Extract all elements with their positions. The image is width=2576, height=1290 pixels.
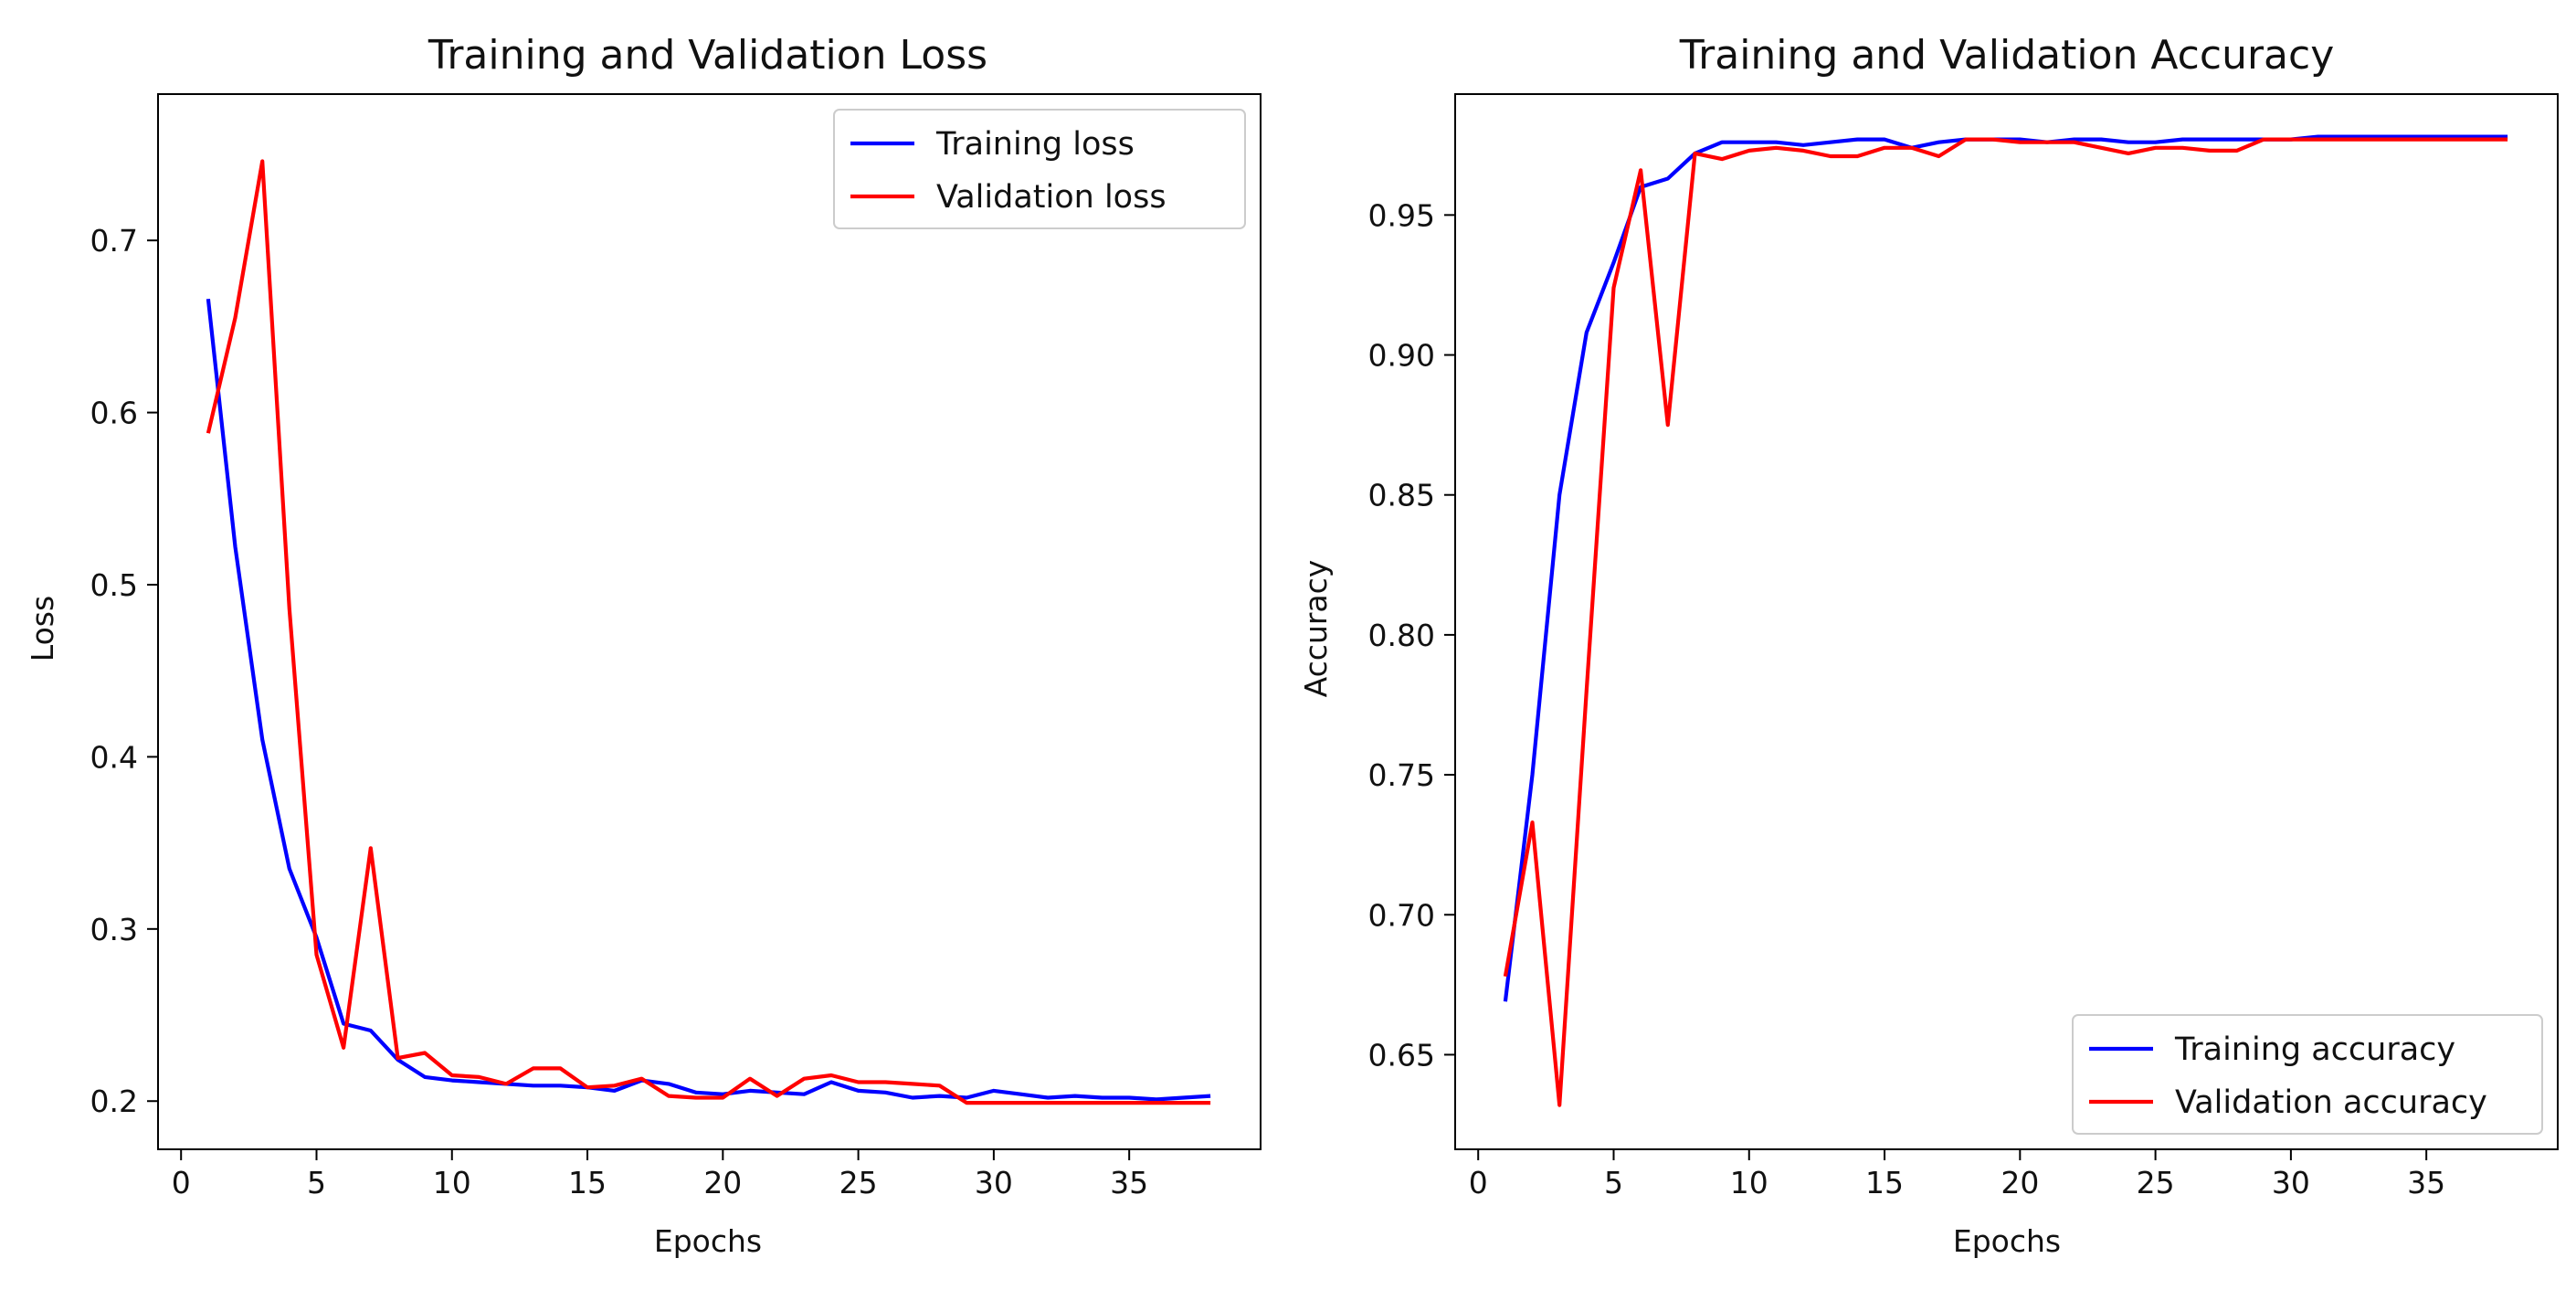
accuracy-x-tick-label: 30 <box>2272 1165 2310 1200</box>
loss-y-tick-label: 0.4 <box>90 739 138 775</box>
accuracy-series-group <box>1503 134 2508 1107</box>
loss-y-tick-label: 0.7 <box>90 223 138 259</box>
accuracy-x-tick-label: 5 <box>1604 1165 1623 1200</box>
loss-x-axis-label: Epochs <box>654 1223 762 1259</box>
accuracy-series-line-validation-accuracy <box>1503 137 2508 1107</box>
loss-chart: Training and Validation Loss Epochs Loss… <box>25 32 1262 1259</box>
accuracy-y-tick-label: 0.85 <box>1368 478 1435 513</box>
accuracy-legend-box <box>2072 1014 2543 1135</box>
accuracy-x-tick-label: 0 <box>1469 1165 1488 1200</box>
accuracy-y-tick-label: 0.70 <box>1368 897 1435 933</box>
loss-y-tick-label: 0.5 <box>90 567 138 603</box>
loss-x-tick-label: 15 <box>568 1165 607 1200</box>
accuracy-x-axis-label: Epochs <box>1953 1223 2061 1259</box>
loss-x-tick-label: 30 <box>975 1165 1013 1200</box>
accuracy-y-tick-label: 0.80 <box>1368 618 1435 653</box>
accuracy-y-tick-label: 0.95 <box>1368 197 1435 233</box>
loss-series-line-validation-loss <box>206 159 1211 1105</box>
loss-legend-box <box>833 109 1246 229</box>
accuracy-y-tick-label: 0.65 <box>1368 1037 1435 1073</box>
loss-x-tick-label: 20 <box>703 1165 742 1200</box>
loss-y-tick-label: 0.3 <box>90 912 138 947</box>
loss-y-tick-label: 0.2 <box>90 1084 138 1119</box>
accuracy-x-tick-label: 20 <box>2001 1165 2039 1200</box>
accuracy-chart-title: Training and Validation Accuracy <box>1679 32 2335 79</box>
loss-x-tick-label: 0 <box>172 1165 191 1200</box>
loss-x-tick-label: 35 <box>1110 1165 1148 1200</box>
accuracy-y-tick-label: 0.75 <box>1368 757 1435 793</box>
accuracy-x-tick-label: 10 <box>1730 1165 1768 1200</box>
loss-legend-label: Training loss <box>935 126 1135 163</box>
loss-legend: Training loss Validation loss <box>833 109 1246 229</box>
loss-x-tick-label: 10 <box>433 1165 471 1200</box>
loss-x-tick-label: 5 <box>307 1165 326 1200</box>
accuracy-legend-label: Training accuracy <box>2174 1031 2455 1068</box>
loss-legend-label: Validation loss <box>936 179 1167 216</box>
loss-y-tick-label: 0.6 <box>90 396 138 431</box>
loss-chart-title: Training and Validation Loss <box>428 32 987 79</box>
accuracy-chart: Training and Validation Accuracy Epochs … <box>1298 32 2559 1259</box>
accuracy-y-axis-label: Accuracy <box>1298 560 1334 698</box>
accuracy-axes-frame <box>1454 93 2559 1150</box>
accuracy-legend-label: Validation accuracy <box>2175 1084 2487 1121</box>
loss-x-tick-label: 25 <box>839 1165 878 1200</box>
loss-axes-frame <box>157 93 1262 1150</box>
loss-series-line-training-loss <box>206 298 1211 1102</box>
accuracy-x-tick-label: 35 <box>2407 1165 2445 1200</box>
accuracy-x-tick-label: 25 <box>2137 1165 2175 1200</box>
loss-series-group <box>206 159 1211 1105</box>
accuracy-legend: Training accuracy Validation accuracy <box>2072 1014 2543 1135</box>
accuracy-x-tick-label: 15 <box>1865 1165 1904 1200</box>
accuracy-y-tick-label: 0.90 <box>1368 338 1435 374</box>
loss-y-axis-label: Loss <box>25 596 60 661</box>
